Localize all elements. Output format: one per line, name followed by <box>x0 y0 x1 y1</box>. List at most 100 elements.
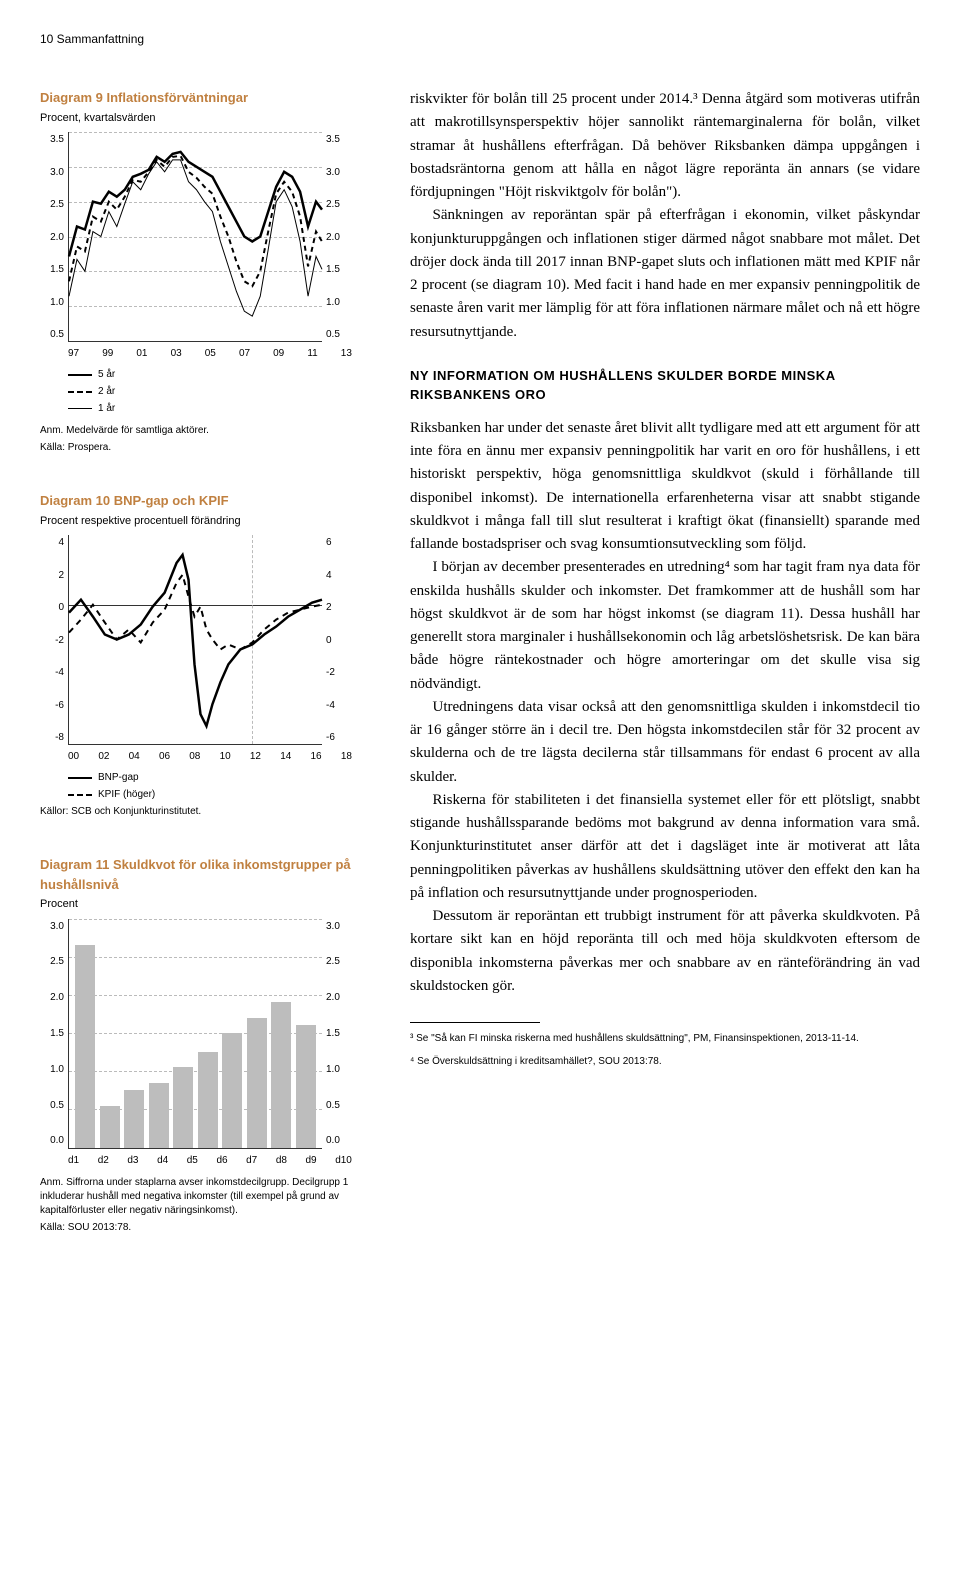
xtick: 18 <box>341 749 352 764</box>
d11-x-axis: d1 d2 d3 d4 d5 d6 d7 d8 d9 d10 <box>40 1149 380 1168</box>
d11-note: Anm. Siffrorna under staplarna avser ink… <box>40 1176 380 1218</box>
bar <box>271 1002 291 1147</box>
xtick: d6 <box>216 1153 227 1168</box>
ytick: 6 <box>326 535 346 550</box>
ytick: 3.0 <box>326 919 346 934</box>
ytick: 2.5 <box>326 197 346 212</box>
ytick: 0 <box>326 633 346 648</box>
d11-source: Källa: SOU 2013:78. <box>40 1220 380 1235</box>
xtick: d3 <box>127 1153 138 1168</box>
ytick: -6 <box>326 730 346 745</box>
d10-y-axis-right: 6 4 2 0 -2 -4 -6 <box>322 535 350 745</box>
ytick: 0.5 <box>326 1098 346 1113</box>
d9-note: Anm. Medelvärde för samtliga aktörer. <box>40 424 380 438</box>
diagram-10-chart: 4 2 0 -2 -4 -6 -8 6 <box>40 535 350 745</box>
body-paragraph: Riksbanken har under det senaste året bl… <box>410 417 920 557</box>
d9-x-axis: 97 99 01 03 05 07 09 11 13 <box>40 342 380 361</box>
xtick: 05 <box>205 346 216 361</box>
xtick: 04 <box>129 749 140 764</box>
footnote-3: ³ Se "Så kan FI minska riskerna med hush… <box>410 1031 920 1046</box>
ytick: 2.0 <box>326 990 346 1005</box>
xtick: d5 <box>187 1153 198 1168</box>
body-paragraph: Sänkningen av reporäntan spär på efterfr… <box>410 204 920 344</box>
diagram-9-chart: 3.5 3.0 2.5 2.0 1.5 1.0 0.5 <box>40 132 350 342</box>
ytick: 2.5 <box>326 954 346 969</box>
ytick: 4 <box>44 535 64 550</box>
ytick: 0.0 <box>44 1133 64 1148</box>
d9-y-axis-right: 3.5 3.0 2.5 2.0 1.5 1.0 0.5 <box>322 132 350 342</box>
xtick: d2 <box>98 1153 109 1168</box>
legend-label: 2 år <box>98 384 115 399</box>
bar <box>124 1090 144 1147</box>
xtick: 09 <box>273 346 284 361</box>
d11-y-axis-left: 3.0 2.5 2.0 1.5 1.0 0.5 0.0 <box>40 919 68 1149</box>
diagram-9-title: Diagram 9 Inflationsförväntningar <box>40 88 380 108</box>
ytick: 2.0 <box>44 230 64 245</box>
xtick: 07 <box>239 346 250 361</box>
bar <box>149 1083 169 1148</box>
ytick: 3.0 <box>326 165 346 180</box>
legend-label: 1 år <box>98 401 115 416</box>
xtick: d9 <box>306 1153 317 1168</box>
diagram-10: Diagram 10 BNP-gap och KPIF Procent resp… <box>40 491 380 819</box>
diagram-11-chart: 3.0 2.5 2.0 1.5 1.0 0.5 0.0 <box>40 919 350 1149</box>
ytick: 1.5 <box>326 262 346 277</box>
d9-source: Källa: Prospera. <box>40 440 380 455</box>
page-header: 10 Sammanfattning <box>40 30 920 48</box>
ytick: -2 <box>44 633 64 648</box>
ytick: 1.0 <box>326 1062 346 1077</box>
xtick: d10 <box>335 1153 352 1168</box>
xtick: 03 <box>171 346 182 361</box>
xtick: 13 <box>341 346 352 361</box>
section-heading: NY INFORMATION OM HUSHÅLLENS SKULDER BOR… <box>410 366 920 405</box>
body-paragraph: Riskerna för stabiliteten i det finansie… <box>410 789 920 905</box>
body-paragraph: Dessutom är reporäntan ett trubbigt inst… <box>410 905 920 998</box>
bar <box>198 1052 218 1147</box>
ytick: 3.0 <box>44 165 64 180</box>
bar <box>100 1106 120 1148</box>
legend-label: KPIF (höger) <box>98 787 155 802</box>
d10-plot <box>68 535 322 745</box>
body-paragraph: I början av december presenterades en ut… <box>410 556 920 696</box>
bar <box>75 945 95 1147</box>
legend-label: 5 år <box>98 367 115 382</box>
footnote-separator <box>410 1022 540 1023</box>
xtick: 10 <box>220 749 231 764</box>
ytick: 1.0 <box>44 295 64 310</box>
diagram-11-title: Diagram 11 Skuldkvot för olika inkomstgr… <box>40 855 380 894</box>
d10-source: Källor: SCB och Konjunkturinstitutet. <box>40 804 380 819</box>
xtick: d8 <box>276 1153 287 1168</box>
ytick: 2.0 <box>326 230 346 245</box>
diagram-11: Diagram 11 Skuldkvot för olika inkomstgr… <box>40 855 380 1235</box>
bar <box>222 1033 242 1148</box>
body-paragraph: riskvikter för bolån till 25 procent und… <box>410 88 920 204</box>
ytick: 0.0 <box>326 1133 346 1148</box>
ytick: 3.0 <box>44 919 64 934</box>
ytick: 0 <box>44 600 64 615</box>
ytick: -4 <box>44 665 64 680</box>
footnote-4: ⁴ Se Överskuldsättning i kreditsamhället… <box>410 1054 920 1069</box>
ytick: 2 <box>44 568 64 583</box>
diagram-10-subtitle: Procent respektive procentuell förändrin… <box>40 513 380 530</box>
right-column: riskvikter för bolån till 25 procent und… <box>410 88 920 1271</box>
diagram-11-subtitle: Procent <box>40 896 380 913</box>
d11-plot <box>68 919 322 1149</box>
ytick: 2.5 <box>44 197 64 212</box>
ytick: -8 <box>44 730 64 745</box>
d9-legend: 5 år 2 år 1 år <box>40 361 380 416</box>
left-column: Diagram 9 Inflationsförväntningar Procen… <box>40 88 380 1271</box>
ytick: 2.5 <box>44 954 64 969</box>
d11-y-axis-right: 3.0 2.5 2.0 1.5 1.0 0.5 0.0 <box>322 919 350 1149</box>
diagram-9: Diagram 9 Inflationsförväntningar Procen… <box>40 88 380 455</box>
d10-legend: BNP-gap KPIF (höger) <box>40 764 380 802</box>
d9-series-2yr <box>69 156 322 286</box>
bar <box>296 1025 316 1147</box>
ytick: 1.0 <box>326 295 346 310</box>
xtick: d1 <box>68 1153 79 1168</box>
bar <box>173 1067 193 1147</box>
ytick: 0.5 <box>44 327 64 342</box>
ytick: 1.0 <box>44 1062 64 1077</box>
ytick: 1.5 <box>44 1026 64 1041</box>
d9-y-axis-left: 3.5 3.0 2.5 2.0 1.5 1.0 0.5 <box>40 132 68 342</box>
ytick: 3.5 <box>44 132 64 147</box>
